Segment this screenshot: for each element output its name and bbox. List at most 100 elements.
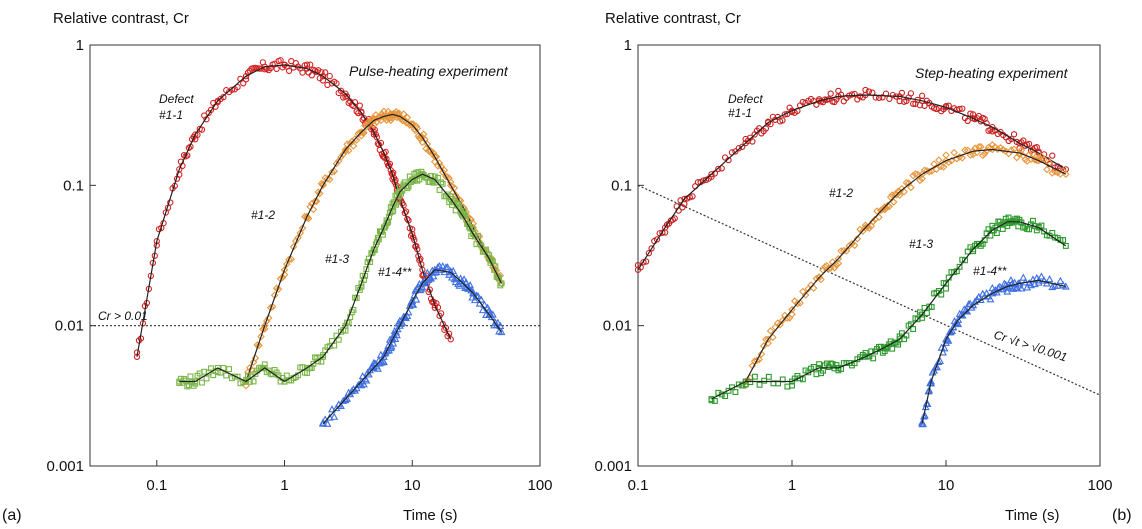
x-tick-label: 100: [527, 477, 552, 494]
marker: [277, 57, 284, 64]
y-tick-label: 0.01: [55, 318, 84, 335]
data-point: [280, 266, 289, 274]
marker: [1000, 279, 1009, 287]
marker: [987, 232, 994, 239]
marker: [700, 177, 707, 184]
y-tick-label: 1: [76, 37, 84, 54]
marker: [422, 279, 431, 287]
fit-curve: [322, 269, 502, 425]
marker: [456, 203, 463, 210]
marker: [337, 87, 345, 94]
marker: [873, 207, 881, 215]
marker: [226, 366, 233, 373]
marker: [344, 146, 353, 155]
data-point: [485, 310, 494, 318]
data-point: [486, 255, 493, 262]
series-label-1-3: #1-3: [909, 237, 933, 251]
fit-curve: [136, 64, 452, 357]
marker: [653, 236, 661, 243]
data-point: [634, 266, 642, 273]
marker: [184, 383, 191, 390]
marker: [390, 326, 399, 335]
data-point: [388, 335, 397, 343]
marker: [762, 125, 770, 132]
marker: [960, 305, 969, 313]
data-point: [408, 296, 417, 305]
data-point: [304, 364, 310, 371]
marker: [1034, 278, 1043, 286]
x-tick-label: 1: [280, 477, 288, 494]
data-point: [447, 336, 454, 343]
y-tick-label: 0.001: [46, 458, 84, 475]
panel-label: (b): [1112, 507, 1132, 524]
chart-panel-b: Relative contrast, Cr Time (s) Step-heat…: [594, 10, 1131, 524]
marker: [954, 319, 963, 328]
marker: [1060, 237, 1067, 243]
marker: [1010, 131, 1018, 138]
threshold-line: [637, 184, 1101, 396]
marker: [393, 325, 402, 333]
fit-curve: [921, 279, 1066, 424]
marker: [403, 113, 412, 122]
marker: [799, 376, 806, 383]
x-tick-label: 0.1: [628, 477, 649, 494]
marker: [955, 309, 964, 317]
marker: [875, 213, 883, 222]
marker: [357, 381, 366, 389]
marker: [203, 375, 210, 382]
marker: [1042, 279, 1051, 287]
marker: [401, 179, 408, 186]
marker: [326, 72, 333, 80]
marker: [739, 143, 746, 150]
data-point: [498, 280, 505, 287]
data-point: [431, 176, 438, 183]
marker: [732, 148, 739, 155]
data-point: [919, 311, 926, 318]
marker: [735, 381, 742, 388]
data-point: [708, 396, 715, 402]
chart-title: Step-heating experiment: [915, 65, 1069, 81]
marker: [830, 264, 839, 272]
data-point: [380, 149, 388, 157]
defect-label: Defect: [159, 92, 194, 106]
data-point: [954, 315, 963, 323]
marker: [429, 272, 438, 280]
marker: [671, 215, 678, 222]
marker: [921, 102, 928, 109]
marker: [735, 145, 742, 152]
marker: [247, 365, 256, 374]
marker: [452, 273, 461, 281]
marker: [813, 371, 820, 378]
marker: [442, 172, 450, 181]
marker: [185, 144, 193, 152]
marker: [962, 257, 968, 264]
marker: [1048, 282, 1057, 291]
marker: [199, 379, 205, 386]
marker: [466, 281, 475, 289]
marker: [689, 193, 696, 200]
chart-panel-a: Relative contrast, Cr Time (s) Pulse-hea…: [2, 10, 553, 524]
data-point: [708, 171, 715, 178]
marker: [925, 386, 934, 394]
marker: [294, 233, 302, 242]
marker: [821, 262, 829, 271]
data-point: [409, 176, 416, 183]
series-label-1-4: #1-4**: [973, 264, 1007, 278]
plot-frame: [637, 44, 1101, 467]
marker: [986, 295, 995, 303]
marker: [434, 174, 441, 181]
x-tick-label: 10: [938, 477, 955, 494]
data-point: [319, 419, 327, 427]
marker: [715, 165, 722, 173]
data-point: [418, 279, 427, 287]
data-point: [319, 181, 327, 190]
marker: [948, 326, 957, 334]
marker: [379, 357, 388, 366]
marker: [810, 363, 817, 370]
marker: [273, 65, 280, 73]
marker: [779, 117, 786, 124]
data-point: [176, 166, 183, 173]
fit-curve: [637, 94, 1067, 271]
marker: [476, 240, 483, 247]
